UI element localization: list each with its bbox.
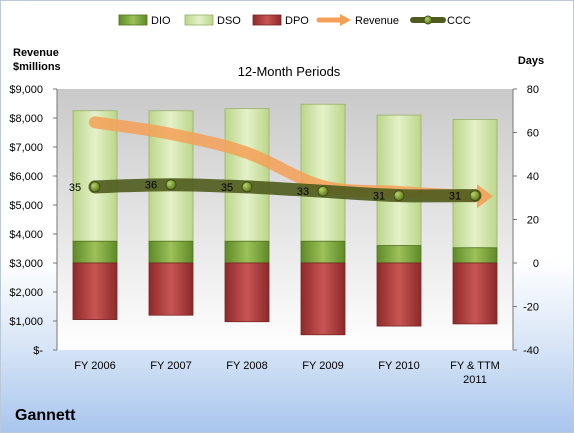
bar-dpo (72, 262, 118, 320)
left-axis: $- $1,000 $2,000 $3,000 $4,000 $5,000 $6,000 $7… (9, 84, 58, 357)
right-tick-label: 20 (527, 215, 539, 227)
ccc-point (393, 190, 405, 202)
ccc-point (469, 190, 481, 202)
bar-dpo (300, 262, 346, 336)
x-tick-label: FY 2006 (74, 360, 115, 372)
x-tick-label: FY 2008 (226, 360, 267, 372)
legend-swatch-dio (118, 14, 148, 26)
right-tick-label: -20 (523, 302, 539, 314)
bar-dso (452, 119, 498, 249)
bar-dpo (376, 262, 422, 327)
bar-dpo (148, 262, 194, 316)
bar-dio (452, 247, 498, 264)
bar-dio (148, 240, 194, 264)
right-tick-label: 80 (527, 84, 539, 96)
ccc-data-label: 35 (69, 182, 81, 194)
left-tick-label: $7,000 (9, 142, 43, 154)
ccc-point (317, 185, 329, 197)
ccc-point (241, 181, 253, 193)
right-axis-title: Days (518, 55, 544, 67)
left-tick-label: $2,000 (9, 287, 43, 299)
left-tick-label: $9,000 (9, 84, 43, 96)
legend: DIO DSO DPO Revenue CCC (118, 14, 471, 27)
right-axis: -40 -20 0 20 40 60 80 (512, 84, 539, 357)
left-tick-label: $4,000 (9, 229, 43, 241)
legend-swatch-dpo (252, 14, 282, 26)
bar-dso (224, 108, 270, 242)
legend-label-ccc: CCC (447, 15, 471, 27)
right-tick-label: 40 (527, 171, 539, 183)
left-tick-label: $8,000 (9, 113, 43, 125)
x-tick-label: FY 2007 (150, 360, 191, 372)
bar-dio (224, 240, 270, 264)
chart-title: 12-Month Periods (238, 64, 341, 79)
left-tick-label: $6,000 (9, 171, 43, 183)
right-tick-label: 60 (527, 128, 539, 140)
legend-marker-ccc (423, 15, 433, 25)
right-tick-label: 0 (533, 258, 539, 270)
x-axis: FY 2006 FY 2007 FY 2008 FY 2009 FY 2010 FY & … (74, 360, 500, 386)
ccc-line (88, 178, 482, 203)
legend-label-dio: DIO (151, 15, 171, 27)
bar-dpo (224, 262, 270, 323)
ccc-data-label: 31 (449, 191, 461, 203)
legend-swatch-dso (184, 14, 214, 26)
bar-dio (300, 240, 346, 264)
legend-label-revenue: Revenue (355, 15, 399, 27)
x-tick-label: FY 2009 (302, 360, 343, 372)
x-tick-label: 2011 (463, 374, 487, 386)
lines: 35 36 35 33 31 31 (69, 116, 493, 209)
ccc-point (89, 181, 101, 193)
legend-arrowhead-revenue (340, 14, 351, 26)
company-name: Gannett (15, 407, 76, 424)
x-tick-label: FY 2010 (378, 360, 419, 372)
left-tick-label: $- (33, 345, 43, 357)
left-tick-label: $3,000 (9, 258, 43, 270)
left-axis-title-line: Revenue (13, 47, 59, 59)
ccc-data-label: 33 (297, 186, 309, 198)
left-axis-title-line: $millions (13, 61, 61, 73)
legend-label-dpo: DPO (285, 15, 309, 27)
right-tick-label: -40 (523, 345, 539, 357)
bar-dio (376, 245, 422, 264)
ccc-data-label: 36 (145, 180, 157, 192)
bar-dpo (452, 262, 498, 325)
left-tick-label: $1,000 (9, 316, 43, 328)
bar-dso (376, 114, 422, 246)
left-tick-label: $5,000 (9, 200, 43, 212)
x-tick-label: FY & TTM (450, 360, 500, 372)
bar-dso (72, 110, 118, 242)
bar-dso (300, 103, 346, 242)
ccc-data-label: 35 (221, 182, 233, 194)
revenue-arrowhead (477, 184, 493, 209)
legend-label-dso: DSO (217, 15, 241, 27)
left-axis-title: Revenue $millions (13, 47, 61, 73)
ccc-point (165, 179, 177, 191)
bar-dio (72, 240, 118, 264)
ccc-data-label: 31 (373, 191, 385, 203)
